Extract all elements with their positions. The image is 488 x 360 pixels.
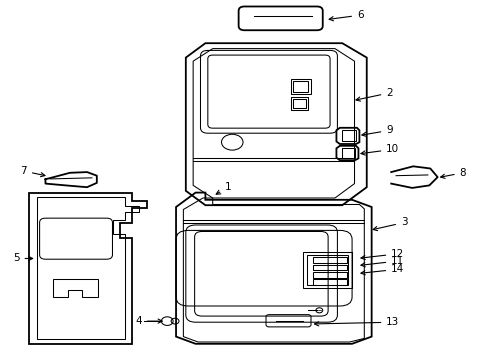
- Text: 6: 6: [328, 10, 363, 21]
- Text: 3: 3: [372, 217, 407, 231]
- Text: 4: 4: [135, 316, 162, 326]
- Text: 7: 7: [20, 166, 45, 177]
- Text: 11: 11: [360, 256, 404, 267]
- Text: 13: 13: [314, 317, 399, 327]
- Text: 2: 2: [355, 88, 392, 101]
- Text: 14: 14: [360, 264, 404, 275]
- Text: 9: 9: [361, 125, 392, 136]
- Text: 1: 1: [216, 182, 231, 194]
- Text: 5: 5: [13, 253, 33, 264]
- Text: 10: 10: [360, 144, 399, 155]
- Text: 12: 12: [360, 249, 404, 260]
- Text: 8: 8: [440, 168, 466, 178]
